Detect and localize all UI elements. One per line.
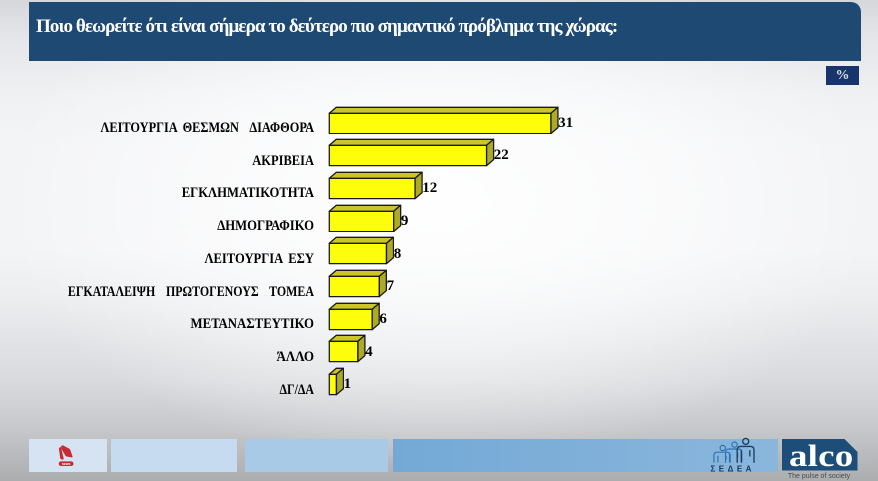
svg-text:ΣΕΔΕΑ: ΣΕΔΕΑ <box>710 465 755 474</box>
svg-text:NEWS: NEWS <box>62 462 71 466</box>
